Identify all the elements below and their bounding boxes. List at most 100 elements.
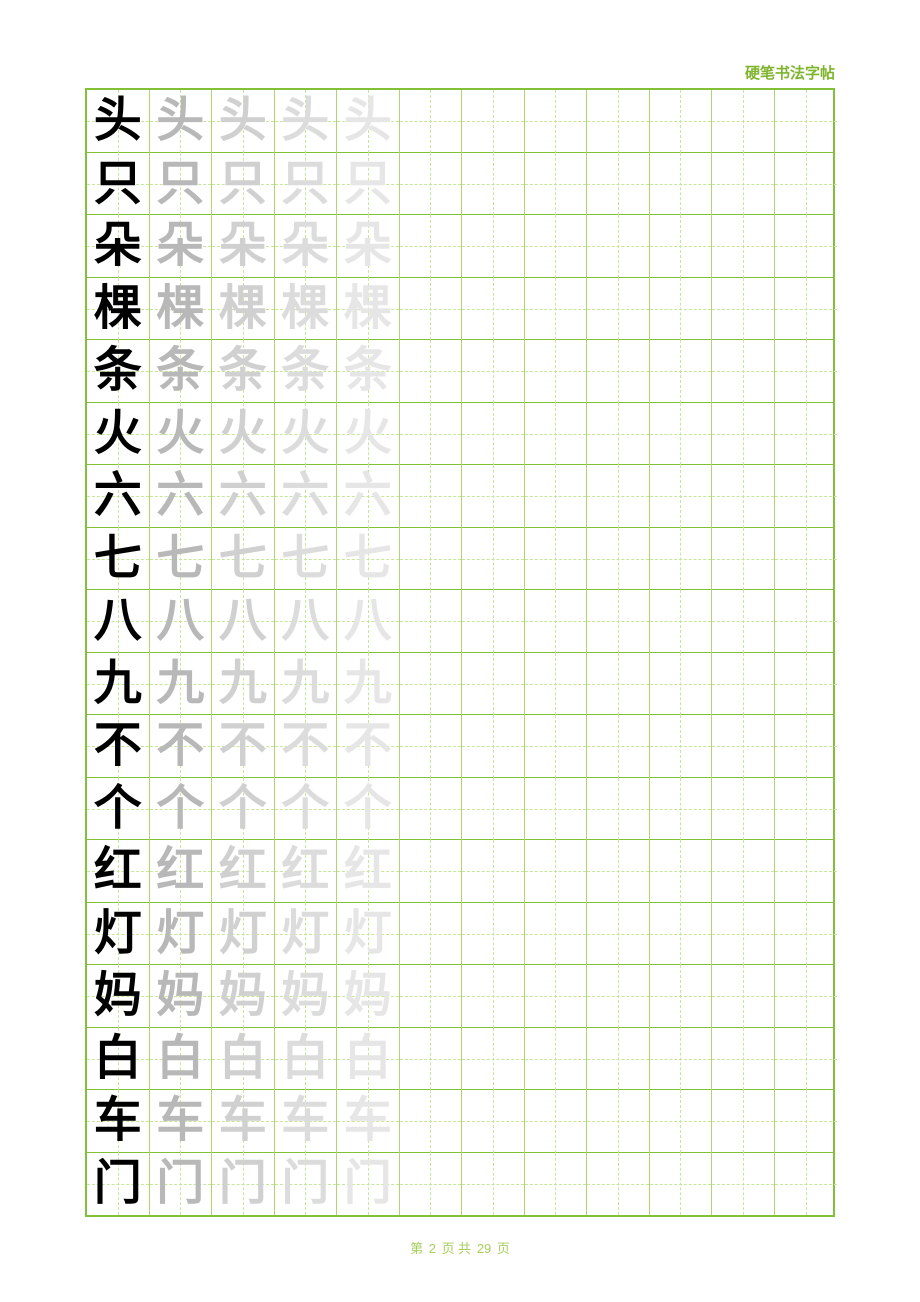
grid-cell: 只 <box>275 153 338 216</box>
grid-cell: 灯 <box>150 903 213 966</box>
grid-cell <box>650 215 713 278</box>
trace-character: 白 <box>281 1035 329 1083</box>
grid-cell <box>462 215 525 278</box>
trace-character: 只 <box>219 160 267 208</box>
grid-cell <box>587 840 650 903</box>
grid-cell <box>650 965 713 1028</box>
trace-character: 条 <box>219 347 267 395</box>
grid-cell: 六 <box>212 465 275 528</box>
model-character: 七 <box>94 535 142 583</box>
grid-cell: 妈 <box>87 965 150 1028</box>
grid-cell <box>775 528 838 591</box>
grid-cell <box>462 653 525 716</box>
grid-cell <box>712 840 775 903</box>
grid-cell <box>462 840 525 903</box>
grid-cell <box>525 840 588 903</box>
page-footer: 第 2 页 共 29 页 <box>0 1238 920 1257</box>
grid-cell <box>587 465 650 528</box>
grid-cell: 白 <box>150 1028 213 1091</box>
grid-cell: 朵 <box>87 215 150 278</box>
grid-cell <box>587 590 650 653</box>
grid-cell <box>462 90 525 153</box>
grid-cell <box>462 340 525 403</box>
trace-character: 火 <box>281 410 329 458</box>
grid-cell: 个 <box>275 778 338 841</box>
grid-cell: 火 <box>212 403 275 466</box>
grid-cell <box>462 715 525 778</box>
trace-character: 六 <box>344 472 392 520</box>
grid-cell: 八 <box>275 590 338 653</box>
grid-cell: 条 <box>212 340 275 403</box>
model-character: 八 <box>94 597 142 645</box>
trace-character: 门 <box>156 1160 204 1208</box>
model-character: 红 <box>94 847 142 895</box>
grid-cell: 门 <box>275 1153 338 1216</box>
grid-cell <box>650 903 713 966</box>
trace-character: 朵 <box>156 222 204 270</box>
grid-cell <box>650 278 713 341</box>
grid-cell: 只 <box>150 153 213 216</box>
grid-cell <box>712 715 775 778</box>
grid-cell <box>587 90 650 153</box>
trace-character: 头 <box>281 97 329 145</box>
grid-cell <box>587 778 650 841</box>
grid-cell: 不 <box>87 715 150 778</box>
grid-row: 八八八八八 <box>87 590 833 653</box>
trace-character: 棵 <box>156 285 204 333</box>
grid-cell: 红 <box>275 840 338 903</box>
trace-character: 妈 <box>344 972 392 1020</box>
grid-cell <box>587 215 650 278</box>
trace-character: 不 <box>156 722 204 770</box>
grid-cell <box>712 1090 775 1153</box>
model-character: 六 <box>94 472 142 520</box>
trace-character: 朵 <box>344 222 392 270</box>
trace-character: 棵 <box>219 285 267 333</box>
trace-character: 不 <box>344 722 392 770</box>
trace-character: 红 <box>281 847 329 895</box>
model-character: 白 <box>94 1035 142 1083</box>
grid-cell: 八 <box>150 590 213 653</box>
grid-cell <box>650 1028 713 1091</box>
trace-character: 不 <box>219 722 267 770</box>
grid-cell: 朵 <box>337 215 400 278</box>
grid-cell <box>775 778 838 841</box>
grid-cell <box>712 653 775 716</box>
grid-cell <box>712 1153 775 1216</box>
grid-cell: 头 <box>337 90 400 153</box>
grid-cell <box>525 90 588 153</box>
grid-cell <box>650 653 713 716</box>
grid-row: 朵朵朵朵朵 <box>87 215 833 278</box>
grid-cell <box>775 965 838 1028</box>
grid-cell: 车 <box>275 1090 338 1153</box>
trace-character: 灯 <box>219 910 267 958</box>
grid-cell <box>775 840 838 903</box>
grid-cell <box>462 1090 525 1153</box>
grid-cell <box>462 278 525 341</box>
grid-cell <box>462 778 525 841</box>
grid-cell <box>712 153 775 216</box>
grid-row: 火火火火火 <box>87 403 833 466</box>
grid-cell: 红 <box>337 840 400 903</box>
grid-cell <box>712 528 775 591</box>
grid-cell: 车 <box>212 1090 275 1153</box>
grid-cell <box>712 90 775 153</box>
grid-cell <box>650 778 713 841</box>
grid-row: 不不不不不 <box>87 715 833 778</box>
grid-cell: 红 <box>150 840 213 903</box>
grid-cell: 八 <box>87 590 150 653</box>
grid-cell <box>775 1090 838 1153</box>
grid-cell <box>587 1153 650 1216</box>
grid-cell <box>587 340 650 403</box>
trace-character: 朵 <box>219 222 267 270</box>
grid-row: 棵棵棵棵棵 <box>87 278 833 341</box>
grid-cell: 条 <box>275 340 338 403</box>
grid-cell: 灯 <box>275 903 338 966</box>
grid-cell: 车 <box>337 1090 400 1153</box>
grid-cell: 七 <box>87 528 150 591</box>
grid-cell: 只 <box>87 153 150 216</box>
grid-cell: 白 <box>337 1028 400 1091</box>
grid-cell <box>775 215 838 278</box>
grid-row: 红红红红红 <box>87 840 833 903</box>
grid-cell <box>400 1028 463 1091</box>
grid-cell: 朵 <box>150 215 213 278</box>
